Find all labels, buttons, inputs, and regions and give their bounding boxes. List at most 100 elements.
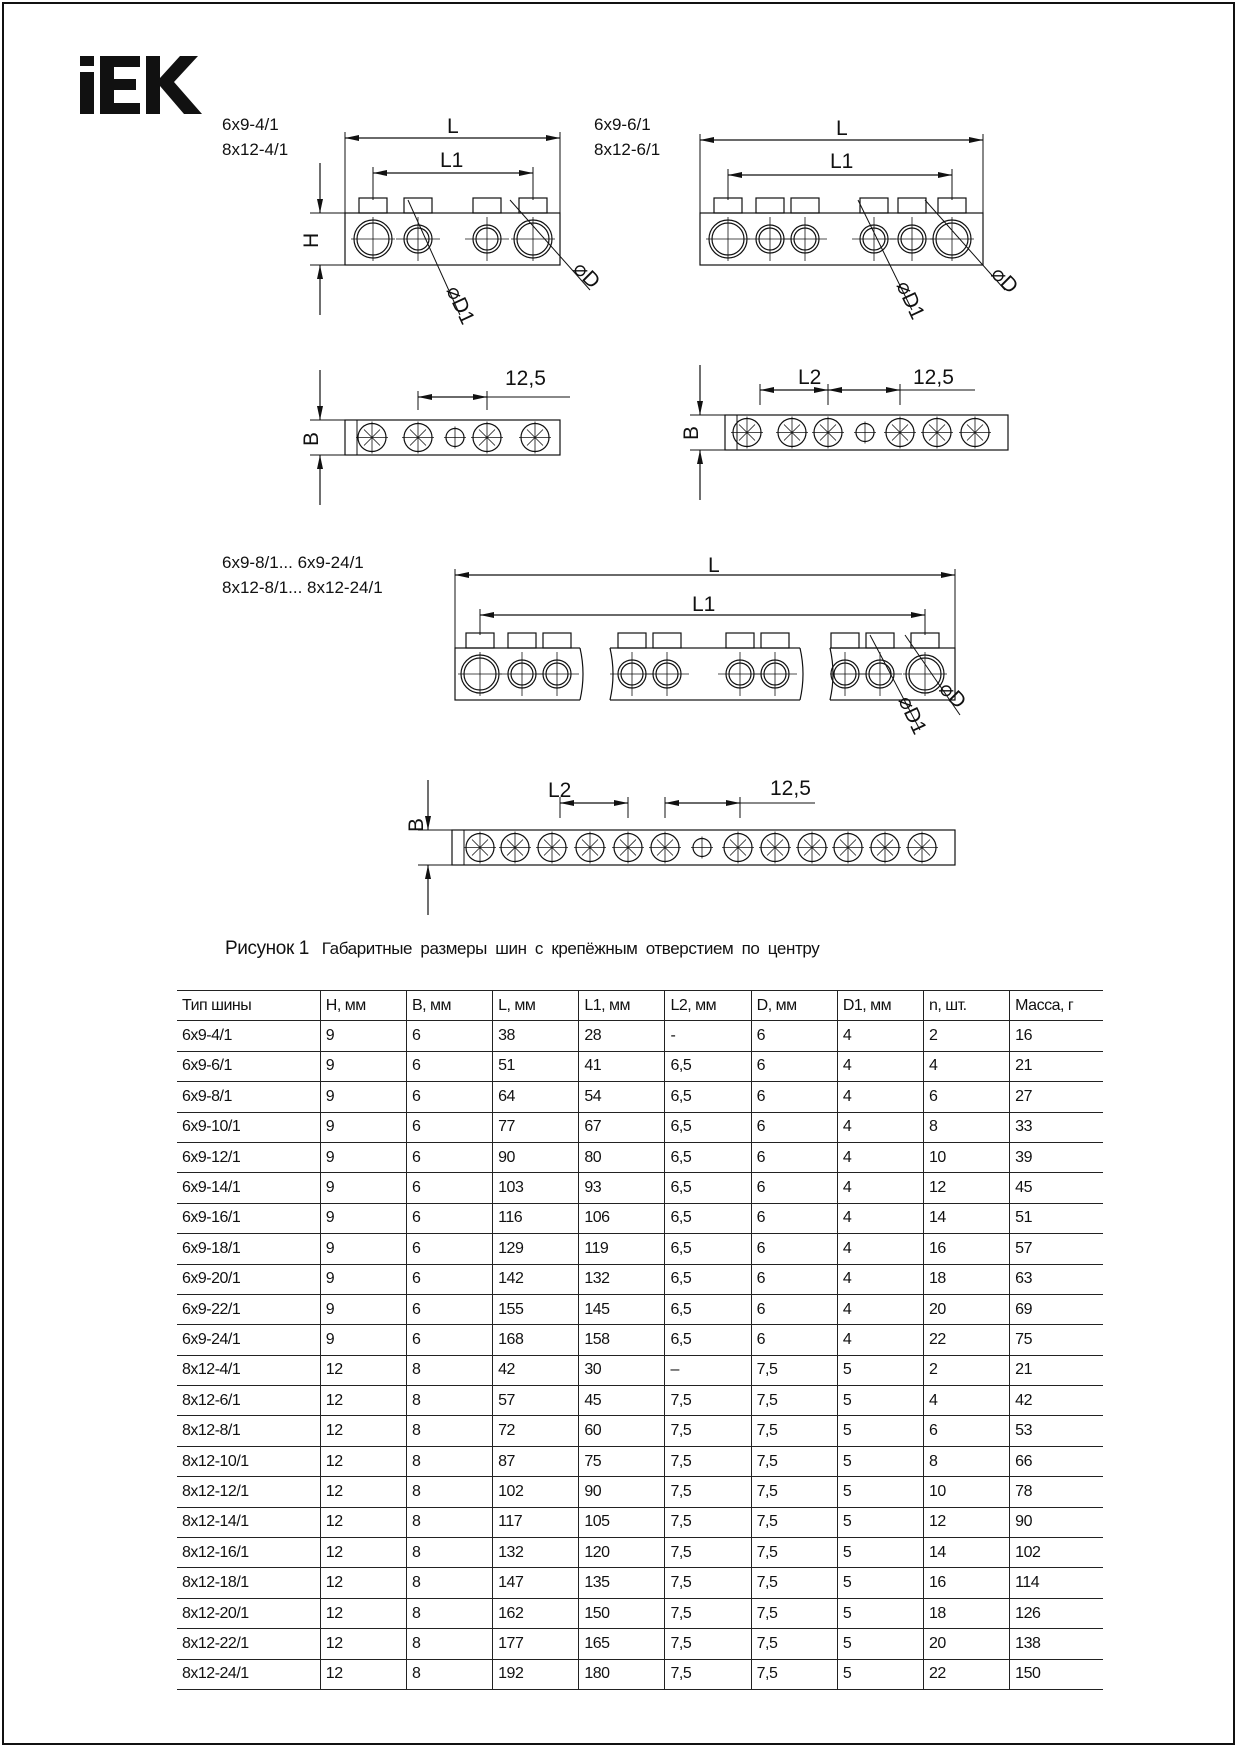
table-cell: 6 (750, 1111, 838, 1143)
terminal-screw (617, 632, 647, 649)
model-label: 6x9-6/1 (594, 115, 651, 134)
table-cell: 6 (750, 1263, 838, 1295)
slot-line (766, 839, 784, 856)
table-cell: 8x12-6/1 (177, 1385, 321, 1416)
break-gap (800, 630, 830, 706)
table-cell: 6x9-24/1 (177, 1324, 321, 1356)
table-cell: 7,5 (664, 1658, 752, 1690)
slot-line (409, 429, 427, 446)
table-cell: 8 (405, 1506, 493, 1538)
table-row: 8x12-24/1 12 8 192 180 7,5 7,5 5 22 150 (177, 1658, 1103, 1690)
table-cell: 114 (1009, 1567, 1103, 1599)
table-cell: 4 (836, 1202, 924, 1234)
table-cell: 12 (922, 1506, 1010, 1538)
terminal-screw (652, 632, 682, 649)
table-cell: 8x12-24/1 (177, 1658, 321, 1690)
busbar-body (344, 212, 561, 266)
table-row: 8x12-20/1 12 8 162 150 7,5 7,5 5 18 126 (177, 1597, 1103, 1629)
model-label: 6x9-4/1 (222, 115, 279, 134)
table-cell: 6,5 (664, 1081, 752, 1113)
table-cell: 9 (319, 1202, 407, 1234)
table-cell: 132 (492, 1537, 579, 1568)
table-cell: 12 (319, 1506, 407, 1538)
table-cell: 6 (750, 1081, 838, 1113)
table-cell: 150 (578, 1597, 665, 1629)
table-cell: 12 (319, 1537, 407, 1568)
terminal-screw (755, 197, 785, 214)
table-cell: 57 (492, 1385, 579, 1416)
table-cell: 45 (578, 1385, 665, 1416)
table-cell: 4 (922, 1385, 1010, 1416)
terminal-screw (937, 197, 967, 214)
terminal-screw (403, 197, 433, 214)
table-cell: 4 (836, 1233, 924, 1265)
table-cell: 6,5 (664, 1324, 752, 1356)
table-cell: 12 (319, 1658, 407, 1690)
table-cell: 12 (319, 1597, 407, 1629)
dimensions-table: Тип шины H, мм B, мм L, мм L1, мм L2, мм D, мм… (177, 989, 1103, 1690)
table-row: 6x9-20/1 9 6 142 132 6,5 6 4 18 63 (177, 1263, 1103, 1295)
table-row: 6x9-4/1 9 6 38 28-6 4 2 16 (177, 1020, 1103, 1052)
table-row: 6x9-12/1 9 6 90 80 6,5 6 4 10 39 (177, 1141, 1103, 1173)
table-cell: 6 (750, 1324, 838, 1356)
table-cell: 38 (492, 1020, 579, 1052)
table-cell: 5 (836, 1658, 924, 1690)
table-cell: 8x12-16/1 (177, 1537, 321, 1568)
table-cell: 12 (319, 1354, 407, 1386)
table-cell: 6 (750, 1202, 838, 1234)
table-cell: 22 (922, 1658, 1010, 1690)
table-cell: 8 (405, 1628, 493, 1660)
table-cell: 8 (405, 1597, 493, 1629)
leader-line (509, 199, 591, 291)
break-line (799, 647, 834, 701)
terminal-screw (910, 632, 940, 649)
table-cell: – (664, 1354, 752, 1386)
terminal-screw (897, 197, 927, 214)
terminal-screw (542, 632, 572, 649)
column-header: H, мм (319, 989, 407, 1021)
slot-line (656, 839, 674, 856)
terminal-screw (725, 632, 755, 649)
table-cell: 4 (836, 1081, 924, 1113)
column-header: L1, мм (578, 989, 665, 1021)
table-cell: 18 (922, 1263, 1010, 1295)
slot-line (738, 424, 756, 441)
table-cell: 78 (1009, 1476, 1103, 1508)
slot-line (729, 839, 747, 856)
table-cell: 12 (319, 1415, 407, 1447)
table-cell: 57 (1009, 1233, 1103, 1265)
table-row: 6x9-8/1 9 6 64 54 6,5 6 4 6 27 (177, 1081, 1103, 1113)
table-cell: 150 (1009, 1658, 1103, 1690)
table-cell: 67 (578, 1111, 665, 1143)
leader-line (857, 199, 913, 311)
table-cell: 8x12-10/1 (177, 1445, 321, 1477)
table-cell: 192 (492, 1658, 579, 1690)
table-cell: 54 (578, 1081, 665, 1113)
table-cell: 126 (1009, 1597, 1103, 1629)
table-cell: 4 (836, 1050, 924, 1082)
table-cell: 5 (836, 1628, 924, 1660)
table-cell: 12 (319, 1476, 407, 1508)
table-cell: 142 (492, 1263, 579, 1295)
table-row: 6x9-18/1 9 6 129 119 6,5 6 4 16 57 (177, 1233, 1103, 1265)
table-cell: 162 (492, 1597, 579, 1629)
table-cell: 180 (578, 1658, 665, 1690)
dim-label-L2: L2 (798, 366, 821, 389)
table-cell: 66 (1009, 1445, 1103, 1477)
terminal-screw (760, 632, 790, 649)
table-row: 8x12-8/1 12 8 72 60 7,5 7,5 5 6 53 (177, 1415, 1103, 1447)
table-cell: 155 (492, 1293, 579, 1325)
terminal-screw (790, 197, 820, 214)
slot-line (619, 839, 637, 856)
dim-label-B: B (300, 432, 323, 446)
slot-line (891, 424, 909, 441)
table-cell: 16 (1009, 1020, 1103, 1052)
dim-label-L2: L2 (548, 779, 571, 802)
table-cell: 69 (1009, 1293, 1103, 1325)
slot-line (913, 839, 931, 856)
table-cell: 60 (578, 1415, 665, 1447)
table-cell: 132 (578, 1263, 665, 1295)
table-cell: 45 (1009, 1172, 1103, 1204)
table-cell: 8 (405, 1415, 493, 1447)
